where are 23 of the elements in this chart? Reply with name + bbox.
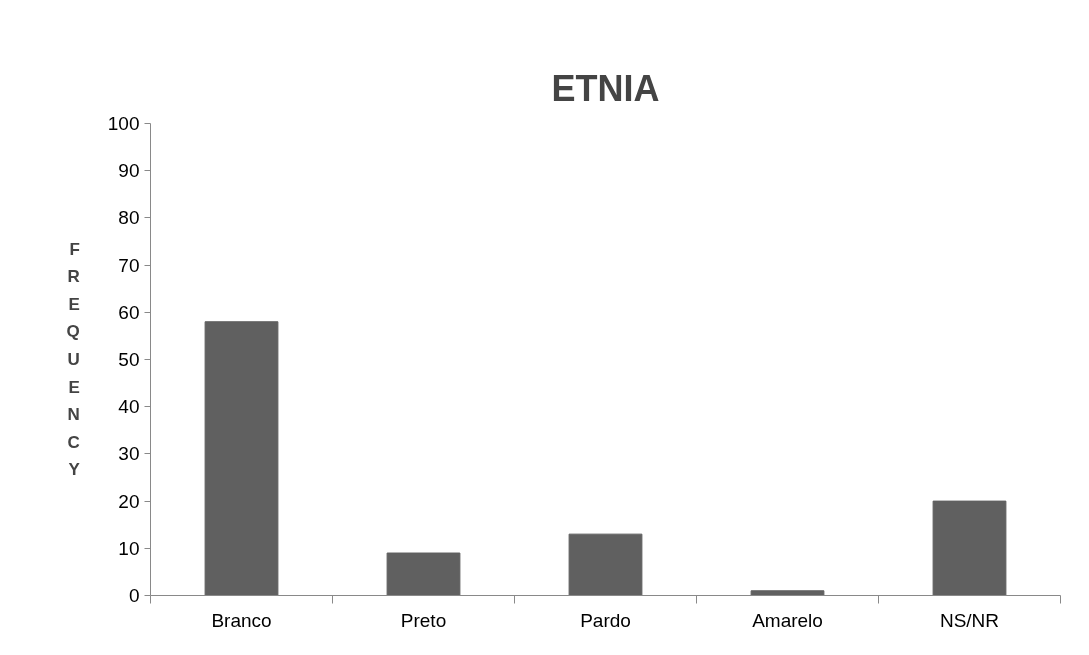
y-tick-label: 20: [118, 490, 140, 512]
chart-title: ETNIA: [551, 67, 660, 109]
x-tick-label: Amarelo: [752, 609, 823, 631]
bar: [568, 533, 643, 596]
y-tick-label: 100: [107, 113, 140, 134]
y-tick-label: 30: [118, 443, 140, 465]
bar: [386, 552, 461, 596]
y-tick-label: 60: [118, 301, 140, 323]
y-tick-label: 90: [118, 160, 140, 182]
y-tick-label: 10: [118, 537, 140, 559]
y-tick-label: 70: [118, 254, 140, 276]
y-tick-label: 40: [118, 396, 140, 418]
x-tick-label: NS/NR: [939, 609, 1000, 631]
text: FREQUENCY: [66, 239, 80, 480]
x-tick-label: Pardo: [580, 609, 631, 631]
y-tick-label: 50: [118, 349, 140, 370]
bar: [750, 590, 825, 596]
bar: [932, 500, 1007, 596]
x-tick-label: Preto: [400, 609, 447, 631]
bar: [204, 321, 279, 596]
y-tick-label: 80: [118, 207, 140, 229]
y-tick-label: 0: [128, 585, 140, 606]
x-tick-label: Branco: [211, 609, 272, 631]
